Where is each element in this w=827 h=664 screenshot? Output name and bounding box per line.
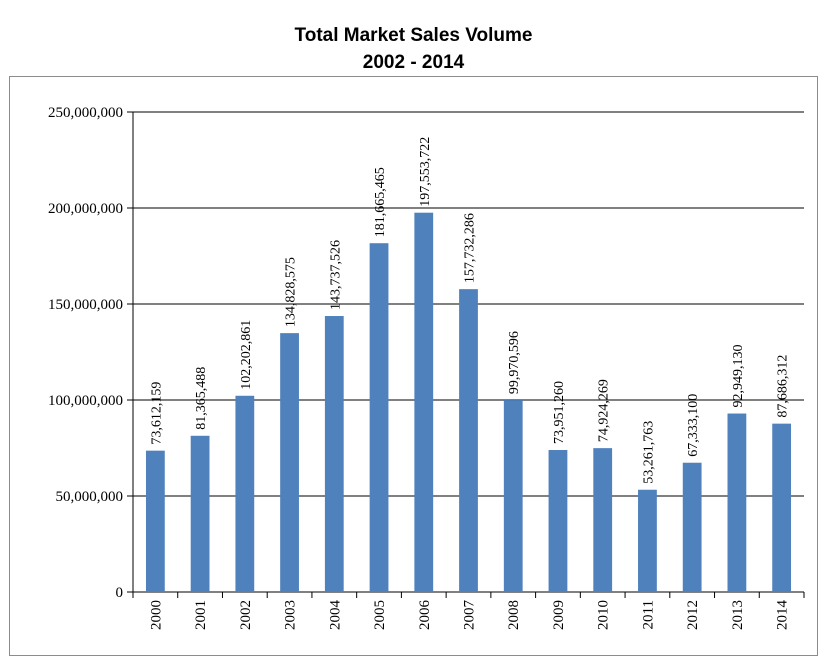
bar <box>593 448 613 592</box>
chart-subtitle: 2002 - 2014 <box>362 52 465 73</box>
x-tick-label: 2004 <box>327 600 343 631</box>
data-label: 157,732,286 <box>463 213 478 283</box>
bar <box>772 423 792 592</box>
chart-frame <box>9 76 818 656</box>
y-tick-labels: 0 50,000,000 100,000,000 150,000,000 200,000… <box>48 105 123 601</box>
bar <box>190 435 210 592</box>
bar <box>145 450 165 592</box>
data-label: 53,261,763 <box>641 421 656 484</box>
chart-title-block: Total Market Sales Volume 2002 - 2014 <box>0 22 827 76</box>
data-label: 99,970,596 <box>507 331 522 394</box>
data-label: 73,951,260 <box>552 381 567 444</box>
x-tick-label: 2008 <box>506 600 522 630</box>
bar <box>324 316 344 592</box>
data-label: 67,333,100 <box>686 394 701 457</box>
y-tick-label: 150,000,000 <box>48 297 123 313</box>
x-tick-label: 2011 <box>640 600 656 629</box>
bars <box>145 212 792 593</box>
chart-title: Total Market Sales Volume <box>294 25 533 46</box>
x-tick-label: 2006 <box>417 600 433 631</box>
bar <box>414 212 434 593</box>
data-label: 73,612,159 <box>149 382 164 445</box>
x-tick-label: 2005 <box>372 600 388 630</box>
x-tick-label: 2014 <box>775 600 791 631</box>
bar <box>682 462 702 592</box>
bar <box>727 413 747 592</box>
x-tick-label: 2002 <box>238 600 254 630</box>
data-label: 181,665,465 <box>373 167 388 237</box>
y-tick-label: 250,000,000 <box>48 105 123 121</box>
data-label: 92,949,130 <box>731 345 746 408</box>
data-label: 74,924,269 <box>597 379 612 442</box>
bar <box>280 333 299 592</box>
data-label: 102,202,861 <box>239 320 254 390</box>
x-tick-label: 2001 <box>193 600 209 630</box>
x-tick-label: 2003 <box>283 600 299 630</box>
data-label: 143,737,526 <box>328 240 343 310</box>
x-tick-label: 2012 <box>685 600 701 630</box>
bar <box>459 289 478 592</box>
x-tick-label: 2009 <box>551 600 567 630</box>
data-label: 87,686,312 <box>776 355 791 418</box>
y-tick-label: 50,000,000 <box>56 489 124 505</box>
x-tick-label: 2010 <box>596 600 612 630</box>
x-tick-label: 2007 <box>462 600 478 631</box>
x-tick-labels: 2000 2001 2002 2003 2004 2005 2006 2007 2008 2009… <box>148 600 790 631</box>
x-tick-label: 2013 <box>730 600 746 630</box>
bar <box>369 243 389 592</box>
y-tick-label: 0 <box>116 585 124 601</box>
bar <box>548 450 568 592</box>
data-label: 197,553,722 <box>418 137 433 207</box>
bar <box>503 400 523 592</box>
data-label: 81,365,488 <box>194 367 209 430</box>
bar <box>235 395 255 592</box>
y-tick-label: 200,000,000 <box>48 201 123 217</box>
data-label: 134,828,575 <box>284 257 299 327</box>
data-labels: 73,612,159 81,365,488 102,202,861 134,828,5… <box>149 137 790 484</box>
x-tick-label: 2000 <box>148 600 164 630</box>
bar <box>638 489 657 592</box>
y-tick-label: 100,000,000 <box>48 393 123 409</box>
